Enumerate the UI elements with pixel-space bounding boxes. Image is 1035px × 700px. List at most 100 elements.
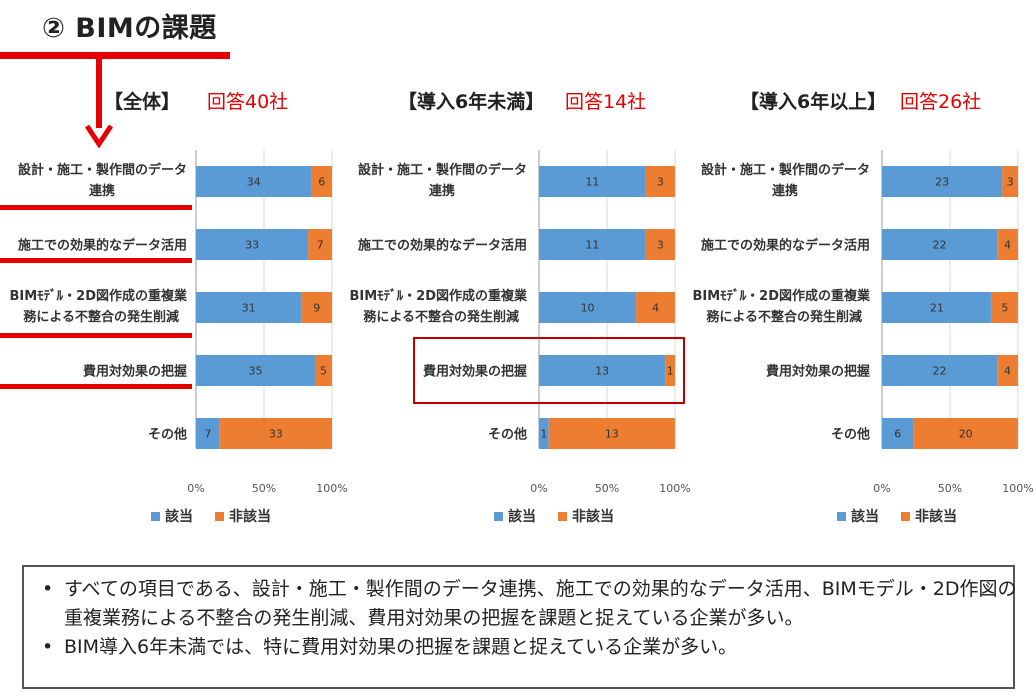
- category-label: 施工での効果的なデータ活用: [701, 238, 870, 254]
- data-label: 9: [313, 302, 320, 315]
- bar-該当: [882, 229, 998, 260]
- arrow-shaft: [96, 58, 102, 128]
- bar-該当: [882, 166, 1003, 197]
- data-label: 3: [657, 239, 664, 252]
- legend-swatch: [558, 512, 567, 521]
- data-label: 1: [667, 365, 674, 378]
- bar-非該当: [311, 166, 332, 197]
- note-2: • BIM導入6年未満では、特に費用対効果の把握を課題と捉えている企業が多い。: [42, 633, 1024, 662]
- bar-非該当: [997, 229, 1018, 260]
- tick-label: 50%: [252, 482, 276, 495]
- bar-非該当: [991, 292, 1018, 323]
- tick-label: 100%: [659, 482, 690, 495]
- note-text-1: すべての項目である、設計・施工・製作間のデータ連携、施工での効果的なデータ活用、…: [64, 578, 1017, 629]
- category-label: 設計・施工・製作間のデータ: [358, 162, 527, 178]
- category-label: 連携: [89, 183, 115, 199]
- data-label: 4: [652, 302, 659, 315]
- bar-非該当: [301, 292, 332, 323]
- data-label: 11: [585, 176, 599, 189]
- data-label: 3: [657, 176, 664, 189]
- data-label: 13: [605, 428, 619, 441]
- tick-label: 0%: [873, 482, 890, 495]
- bar-非該当: [219, 418, 332, 449]
- category-label: BIMﾓﾃﾞﾙ・2D図作成の重複業: [692, 288, 871, 304]
- bar-該当: [882, 355, 998, 386]
- category-label: その他: [831, 427, 870, 443]
- bar-非該当: [308, 229, 332, 260]
- bar-該当: [882, 418, 914, 449]
- category-label: その他: [488, 427, 527, 443]
- legend-swatch: [494, 512, 503, 521]
- legend-label: 非該当: [915, 508, 957, 525]
- data-label: 21: [930, 302, 944, 315]
- data-label: 4: [1004, 239, 1011, 252]
- category-label: BIMﾓﾃﾞﾙ・2D図作成の重複業: [349, 288, 528, 304]
- arrow-down-icon: [84, 124, 114, 148]
- bullet-icon: •: [42, 636, 54, 658]
- legend-label: 非該当: [229, 508, 271, 525]
- highlight-line-1: [0, 205, 192, 210]
- data-label: 13: [595, 365, 609, 378]
- legend-label: 非該当: [572, 508, 614, 525]
- bar-非該当: [1002, 166, 1018, 197]
- data-label: 4: [1004, 365, 1011, 378]
- chart-subtitle: 回答40社: [207, 91, 288, 113]
- chart-subtitle: 回答26社: [900, 91, 981, 113]
- legend-label: 該当: [165, 508, 193, 525]
- note-1: • すべての項目である、設計・施工・製作間のデータ連携、施工での効果的なデータ活…: [42, 575, 1024, 633]
- tick-label: 50%: [938, 482, 962, 495]
- tick-label: 0%: [530, 482, 547, 495]
- data-label: 20: [959, 428, 973, 441]
- data-label: 33: [245, 239, 259, 252]
- data-label: 22: [933, 365, 947, 378]
- bar-非該当: [548, 418, 675, 449]
- data-label: 6: [894, 428, 901, 441]
- bar-該当: [882, 292, 992, 323]
- note-text-2: BIM導入6年未満では、特に費用対効果の把握を課題と捉えている企業が多い。: [64, 636, 738, 658]
- highlight-box: [413, 337, 685, 404]
- data-label: 3: [1007, 176, 1014, 189]
- category-label: 務による不整合の発生削減: [363, 309, 519, 325]
- data-label: 33: [269, 428, 283, 441]
- category-label: 連携: [772, 183, 798, 199]
- data-label: 35: [249, 365, 263, 378]
- data-label: 7: [204, 428, 211, 441]
- title-underline: [0, 52, 230, 59]
- bar-該当: [196, 292, 302, 323]
- bar-非該当: [636, 292, 675, 323]
- bar-該当: [539, 229, 646, 260]
- data-label: 31: [242, 302, 256, 315]
- legend-swatch: [901, 512, 910, 521]
- bar-非該当: [997, 355, 1018, 386]
- chart-title: 【導入6年未満】: [398, 90, 544, 113]
- category-label: その他: [148, 427, 187, 443]
- category-label: 務による不整合の発生削減: [706, 309, 862, 325]
- category-label: 費用対効果の把握: [423, 364, 527, 380]
- category-label: 連携: [429, 183, 455, 199]
- tick-label: 50%: [595, 482, 619, 495]
- bullet-icon: •: [42, 578, 54, 600]
- legend-label: 該当: [851, 508, 879, 525]
- bar-該当: [196, 166, 312, 197]
- data-label: 11: [585, 239, 599, 252]
- tick-label: 100%: [316, 482, 347, 495]
- data-label: 10: [581, 302, 595, 315]
- category-label: 費用対効果の把握: [83, 364, 187, 380]
- bar-非該当: [665, 355, 675, 386]
- data-label: 34: [247, 176, 261, 189]
- legend-swatch: [151, 512, 160, 521]
- data-label: 22: [933, 239, 947, 252]
- bar-該当: [196, 229, 309, 260]
- page-title: ② BIMの課題: [42, 13, 217, 44]
- category-label: BIMﾓﾃﾞﾙ・2D図作成の重複業: [9, 288, 188, 304]
- chart-subtitle: 回答14社: [565, 91, 646, 113]
- data-label: 23: [935, 176, 949, 189]
- bar-非該当: [913, 418, 1018, 449]
- chart-title: 【全体】: [104, 90, 180, 113]
- bar-該当: [196, 355, 315, 386]
- highlight-line-3: [0, 333, 192, 338]
- data-label: 5: [320, 365, 327, 378]
- bar-該当: [539, 166, 646, 197]
- bar-非該当: [645, 229, 675, 260]
